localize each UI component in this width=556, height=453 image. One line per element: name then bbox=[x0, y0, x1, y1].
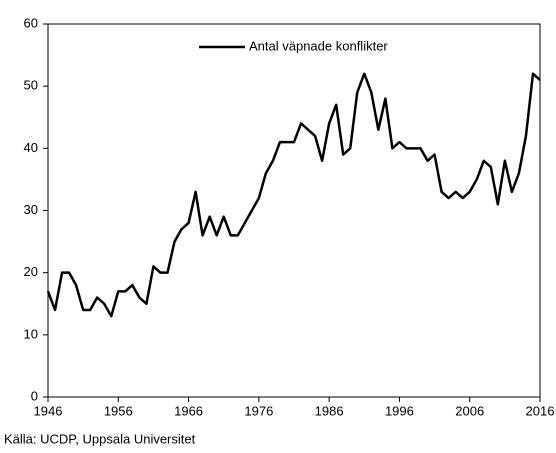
y-tick-label: 10 bbox=[24, 326, 38, 341]
y-tick-label: 20 bbox=[24, 264, 38, 279]
x-tick-label: 2016 bbox=[526, 403, 555, 418]
x-tick-label: 1966 bbox=[174, 403, 203, 418]
x-tick-label: 1996 bbox=[385, 403, 414, 418]
x-tick-label: 1976 bbox=[244, 403, 273, 418]
legend-label: Antal väpnade konflikter bbox=[249, 38, 388, 53]
x-tick-label: 2006 bbox=[455, 403, 484, 418]
source-note: Källa: UCDP, Uppsala Universitet bbox=[4, 431, 196, 446]
y-tick-label: 0 bbox=[31, 388, 38, 403]
y-tick-label: 60 bbox=[24, 15, 38, 30]
x-tick-label: 1946 bbox=[34, 403, 63, 418]
x-tick-label: 1986 bbox=[315, 403, 344, 418]
data-line bbox=[46, 72, 541, 318]
y-tick-label: 30 bbox=[24, 202, 38, 217]
plot-frame bbox=[47, 23, 541, 398]
y-tick-label: 40 bbox=[24, 140, 38, 155]
x-tick-label: 1956 bbox=[104, 403, 133, 418]
y-tick-label: 50 bbox=[24, 78, 38, 93]
